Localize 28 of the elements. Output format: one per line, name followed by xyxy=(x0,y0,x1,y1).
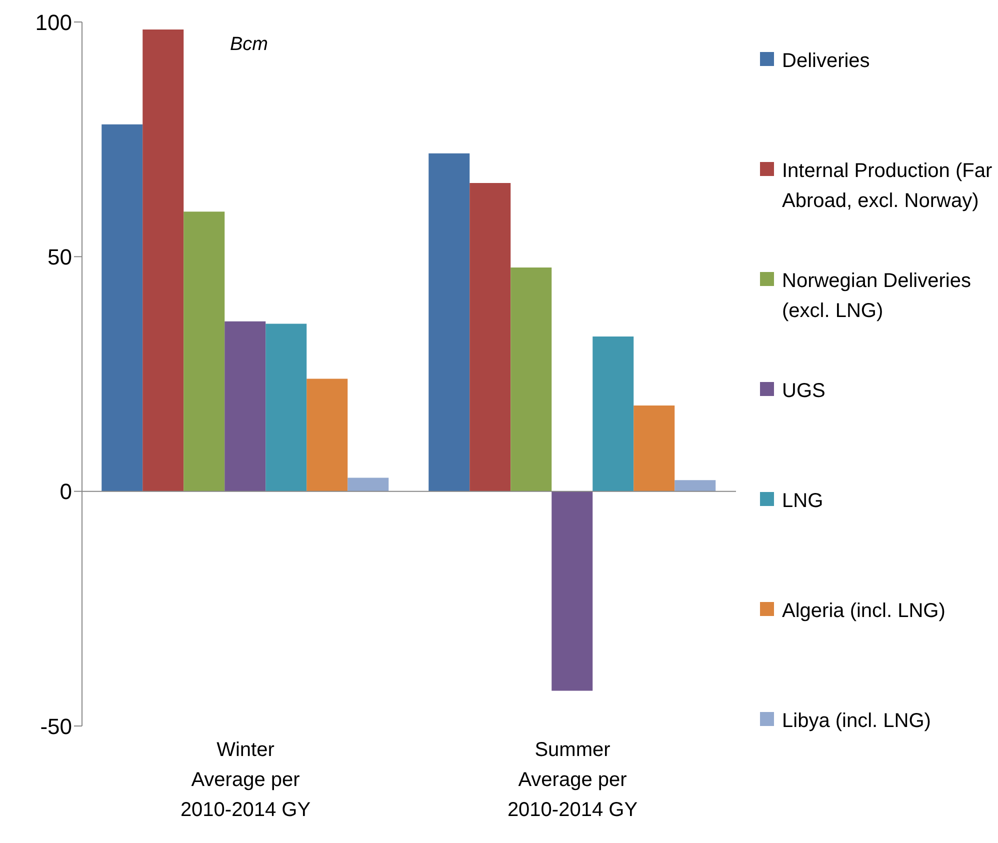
y-tick-label: 100 xyxy=(35,10,72,35)
bar xyxy=(552,491,593,691)
bar xyxy=(348,478,389,492)
legend-label: UGS xyxy=(782,379,826,404)
legend-label: Internal Production (Far Abroad, excl. Norway) xyxy=(782,159,994,214)
bar xyxy=(142,30,184,492)
bar xyxy=(470,182,511,492)
legend-label: LNG xyxy=(782,489,824,514)
bar xyxy=(306,378,348,492)
bar xyxy=(102,124,143,492)
bar xyxy=(592,336,634,492)
bar xyxy=(184,212,225,492)
bar xyxy=(224,321,266,492)
y-axis-title: Bcm xyxy=(230,34,268,55)
x-tick-label: Winter Average per 2010-2014 GY xyxy=(180,739,311,821)
y-tick-label: -50 xyxy=(40,714,72,739)
y-tick-label: 0 xyxy=(60,479,72,504)
bar xyxy=(266,324,307,492)
x-tick-label: Summer Average per 2010-2014 GY xyxy=(507,739,638,821)
bar xyxy=(634,405,675,492)
bar xyxy=(510,267,552,492)
legend-label: Libya (incl. LNG) xyxy=(782,709,931,734)
y-tick-label: 50 xyxy=(48,244,72,270)
legend-label: Norwegian Deliveries (excl. LNG) xyxy=(782,269,972,324)
legend-label: Algeria (incl. LNG) xyxy=(782,599,946,624)
bar xyxy=(428,153,470,492)
legend-label: Deliveries xyxy=(782,49,870,74)
bar xyxy=(674,480,716,492)
